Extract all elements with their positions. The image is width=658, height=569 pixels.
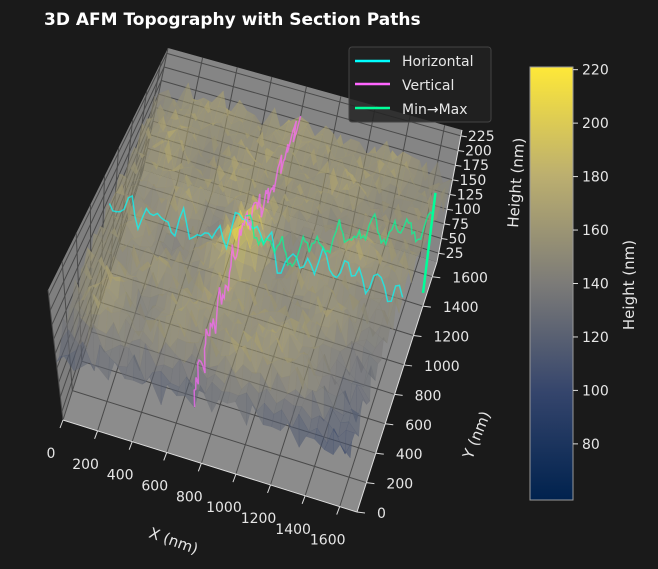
z-tick-mark xyxy=(441,238,448,241)
legend-label-vertical: Vertical xyxy=(402,78,454,94)
z-tick-mark xyxy=(438,252,445,255)
surface-facet xyxy=(359,365,372,402)
surface-facet xyxy=(339,441,353,459)
z-tick-mark xyxy=(444,223,451,226)
chart-title: 3D AFM Topography with Section Paths xyxy=(44,10,421,30)
x-tick-mark xyxy=(232,473,237,483)
x-axis-label: X (nm) xyxy=(147,524,201,558)
gridline-y xyxy=(61,261,367,484)
x-tick-label: 1600 xyxy=(310,533,346,549)
z-tick-label: 100 xyxy=(454,202,481,218)
z-tick-mark xyxy=(458,150,465,153)
x-tick-label: 1000 xyxy=(206,500,242,516)
legend-label-horizontal: Horizontal xyxy=(402,54,473,70)
x-tick-label: 600 xyxy=(141,478,168,494)
z-tick-label: 125 xyxy=(457,188,484,204)
colorbar-tick-label: 80 xyxy=(582,437,600,453)
y-tick-label: 600 xyxy=(405,418,432,434)
y-tick-label: 200 xyxy=(386,477,413,493)
colorbar xyxy=(529,66,574,501)
horizontal-section-path xyxy=(108,194,404,303)
axes-ticks: 0200400600800100012001400160002004006008… xyxy=(47,129,495,549)
colorbar-tick-label: 220 xyxy=(582,63,609,79)
surface-plot xyxy=(56,81,454,459)
colorbar-label: Height (nm) xyxy=(620,240,638,330)
x-tick-mark xyxy=(267,484,271,494)
y-tick-mark xyxy=(413,335,422,338)
surface-facet xyxy=(356,384,371,405)
z-tick-label: 150 xyxy=(460,173,487,189)
x-tick-mark xyxy=(94,430,99,439)
gridline-z xyxy=(51,79,456,325)
z-tick-label: 25 xyxy=(446,246,464,262)
gridline-z xyxy=(49,66,459,311)
x-tick-mark xyxy=(197,463,202,472)
y-tick-mark xyxy=(422,305,431,308)
x-tick-mark xyxy=(59,419,64,429)
z-tick-label: 50 xyxy=(448,232,466,248)
colorbar-tick-label: 180 xyxy=(582,170,609,186)
x-tick-mark xyxy=(336,506,341,515)
y-tick-label: 1200 xyxy=(433,330,469,346)
colorbar-ticks: 80 100 120 140 160 180 200 220 xyxy=(573,63,609,453)
x-tick-label: 800 xyxy=(176,489,203,505)
y-tick-mark xyxy=(356,511,366,514)
legend-label-minmax: Min→Max xyxy=(402,102,468,118)
y-tick-label: 1600 xyxy=(452,271,488,287)
colorbar-tick-label: 160 xyxy=(582,223,609,239)
legend: Horizontal Vertical Min→Max xyxy=(348,46,492,123)
x-axis-line xyxy=(62,419,358,513)
x-tick-label: 200 xyxy=(72,457,99,473)
y-tick-mark xyxy=(394,393,403,396)
surface-facet xyxy=(399,251,412,285)
x-tick-mark xyxy=(128,441,133,450)
z-tick-mark xyxy=(452,179,459,182)
y-tick-label: 400 xyxy=(396,447,423,463)
section-paths xyxy=(108,115,437,408)
z-tick-mark xyxy=(446,208,454,211)
z-tick-mark xyxy=(449,194,456,197)
x-tick-label: 1200 xyxy=(241,511,277,527)
z-tick-label: 175 xyxy=(462,158,489,174)
surface-facet xyxy=(363,364,376,387)
surface-facet xyxy=(438,179,452,213)
y-axis-label: Y (nm) xyxy=(459,409,495,463)
x-tick-label: 0 xyxy=(47,446,56,462)
y-tick-label: 1400 xyxy=(443,300,479,316)
y-axis-line xyxy=(356,261,438,513)
z-tick-label: 200 xyxy=(465,144,492,160)
colorbar-tick-label: 120 xyxy=(582,330,609,346)
surface-facet xyxy=(348,408,361,438)
x-tick-label: 1400 xyxy=(275,522,311,538)
legend-box xyxy=(348,46,492,123)
minmax-section-path xyxy=(245,211,434,268)
surface-facet xyxy=(345,421,359,437)
y-tick-label: 800 xyxy=(415,388,442,404)
y-tick-mark xyxy=(375,452,384,455)
x-tick-mark xyxy=(163,452,168,461)
y-tick-mark xyxy=(385,423,394,426)
z-axis-line xyxy=(436,129,463,263)
colorbar-tick-label: 100 xyxy=(582,383,609,399)
y-tick-mark xyxy=(403,364,413,367)
surface-facet xyxy=(387,290,400,325)
z-tick-mark xyxy=(460,135,467,138)
surface-facet xyxy=(378,323,391,344)
colorbar-tick-label: 140 xyxy=(582,277,609,293)
surface-facet xyxy=(368,353,382,365)
minmax-vertical-segment xyxy=(421,192,437,294)
z-tick-mark xyxy=(455,164,462,167)
colorbar-tick-label: 200 xyxy=(582,116,609,132)
z-tick-label: 75 xyxy=(451,217,469,233)
x-tick-mark xyxy=(301,495,306,504)
z-axis-label: Height (nm) xyxy=(504,137,528,228)
x-tick-label: 400 xyxy=(107,468,134,484)
y-tick-mark xyxy=(432,276,441,279)
y-tick-label: 1000 xyxy=(424,359,460,375)
y-tick-label: 0 xyxy=(377,506,386,522)
z-tick-label: 225 xyxy=(468,129,495,145)
y-tick-mark xyxy=(366,482,375,485)
